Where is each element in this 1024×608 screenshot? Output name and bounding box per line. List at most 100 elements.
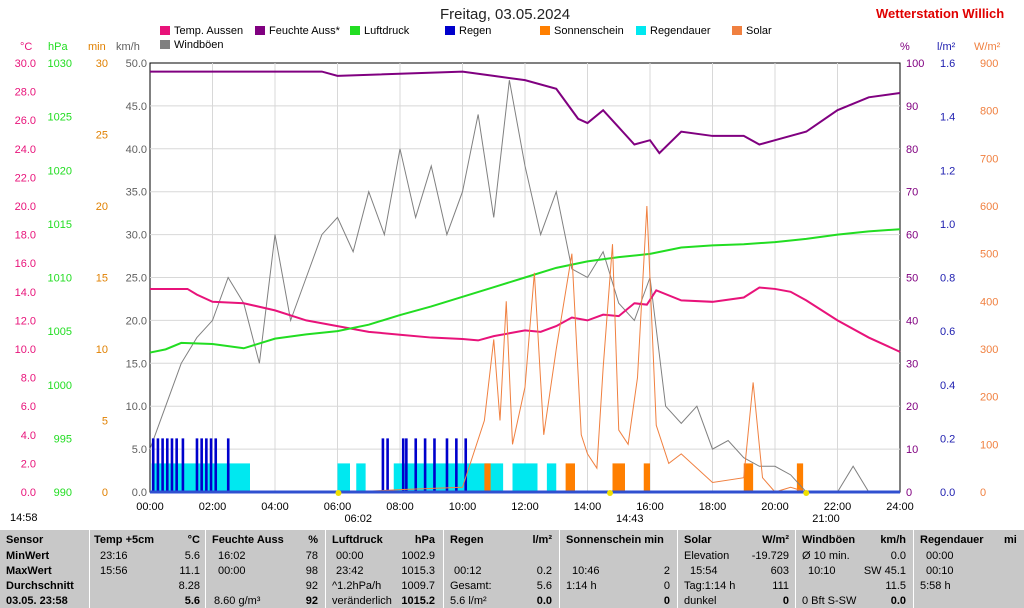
tick-wind: 50.0 [126, 58, 147, 70]
tick-wind: 5.0 [132, 444, 147, 456]
tick-rain: 0.4 [940, 380, 955, 392]
tick-wind: 45.0 [126, 101, 147, 113]
tick-hum: 80 [906, 144, 918, 156]
row-label-min: MinWert [6, 550, 50, 562]
legend-label: Solar [746, 25, 772, 37]
tick-temp: 28.0 [15, 87, 36, 99]
rain-max-time: 00:12 [454, 565, 482, 577]
unit-min: min [88, 41, 106, 53]
tick-hum: 10 [906, 444, 918, 456]
unit-wind: km/h [116, 41, 140, 53]
chart-title: Freitag, 03.05.2024 [440, 6, 571, 23]
unit-rain: l/m² [937, 41, 956, 53]
legend-label: Luftdruck [364, 25, 410, 37]
rain-bar [455, 438, 458, 492]
rain-bar [200, 438, 203, 492]
tick-hum: 100 [906, 58, 924, 70]
rain-bar [214, 438, 218, 492]
x-tick-label: 18:00 [699, 501, 727, 513]
tick-wind: 25.0 [126, 273, 147, 285]
rain-bar [433, 438, 436, 492]
solar-day-label: Tag:1:14 h [684, 580, 736, 592]
solar-elevation-label: Elevation [684, 550, 730, 562]
station-name[interactable]: Wetterstation Willich [876, 6, 1005, 21]
tick-solar: 400 [980, 296, 998, 308]
tick-hum: 60 [906, 230, 918, 242]
hum-max-value: 98 [305, 565, 318, 577]
series-gusts [149, 80, 900, 493]
rain-duration-bar [337, 463, 350, 492]
legend-label: Regendauer [650, 25, 711, 37]
tick-wind: 10.0 [126, 401, 147, 413]
rain-bar [175, 438, 178, 492]
rain-bar [151, 438, 155, 492]
row-label-avg: Durchschnitt [6, 580, 74, 592]
weather-chart: 30.0 28.0 26.0 24.0 22.0 20.0 18.0 16.0 14.0 12.0… [15, 25, 1001, 525]
tick-rain: 1.0 [940, 219, 955, 231]
x-tick-label: 14:00 [574, 501, 602, 513]
solar-elevation-value: -19.729 [751, 550, 789, 562]
col-temp-unit: °C [187, 534, 200, 546]
rain-bar [381, 438, 385, 492]
temp-max-time: 15:56 [100, 565, 128, 577]
legend-label: Windböen [174, 39, 224, 51]
tick-rain: 0.0 [940, 487, 955, 499]
x-tick-label: 04:00 [261, 501, 289, 513]
col-hum-header: Feuchte Auss [212, 534, 284, 546]
rain-bar [405, 438, 408, 492]
x-tick-label: 22:00 [824, 501, 852, 513]
row-label-current: 03.05. 23:58 [6, 595, 68, 607]
solar-max-time: 15:54 [690, 565, 718, 577]
sun-marker-icon [607, 490, 613, 496]
col-raindur-unit: mi [1004, 534, 1017, 546]
tick-solar: 700 [980, 153, 998, 165]
tick-wind: 0.0 [132, 487, 147, 499]
wind-beaufort: 0 Bft S-SW [802, 595, 857, 607]
sun-marker-label: 06:02 [344, 513, 372, 525]
sun-marker-label: 14:43 [616, 513, 644, 525]
rain-bar [170, 438, 174, 492]
wind-current-value: 0.0 [890, 595, 906, 607]
press-trend: ^1.2hPa/h [332, 580, 382, 592]
col-raindur-header: Regendauer [920, 534, 984, 546]
tick-rain: 1.6 [940, 58, 955, 70]
x-tick-label: 08:00 [386, 501, 414, 513]
sun-avg-value: 0 [663, 580, 670, 592]
rain-bar [386, 438, 389, 492]
tick-hum: 70 [906, 187, 918, 199]
wind-avg-value: 11.5 [885, 580, 906, 592]
tick-press: 1010 [48, 273, 72, 285]
tick-rain: 1.2 [940, 165, 955, 177]
rain-bar [209, 438, 213, 492]
rain-bar [401, 438, 405, 492]
tick-hum: 30 [906, 358, 918, 370]
col-sun-header: Sonnenschein min [566, 534, 664, 546]
x-tick-label: 10:00 [449, 501, 477, 513]
tick-hum: 50 [906, 273, 918, 285]
tick-temp: 14.0 [15, 287, 36, 299]
tick-temp: 8.0 [21, 373, 36, 385]
unit-solar: W/m² [974, 41, 1001, 53]
rain-bar [205, 438, 208, 492]
tick-wind: 35.0 [126, 187, 147, 199]
tick-min: 0 [102, 487, 108, 499]
tick-min: 30 [96, 58, 108, 70]
tick-min: 10 [96, 344, 108, 356]
hum-min-time: 16:02 [218, 550, 246, 562]
legend-swatch [732, 26, 742, 35]
legend-swatch [540, 26, 550, 35]
sun-max-value: 2 [663, 565, 670, 577]
temp-min-value: 5.6 [184, 550, 200, 562]
sunshine-bar [743, 463, 754, 492]
tick-press: 1000 [48, 380, 72, 392]
legend-label: Temp. Aussen [174, 25, 243, 37]
sunshine-bar [796, 463, 804, 492]
col-press-unit: hPa [414, 534, 435, 546]
sun-marker-label: 21:00 [812, 513, 840, 525]
wind-max-value: SW 45.1 [863, 565, 906, 577]
col-wind-unit: km/h [880, 534, 906, 546]
tick-solar: 900 [980, 58, 998, 70]
x-tick-label: 02:00 [199, 501, 227, 513]
tick-min: 5 [102, 416, 108, 428]
press-avg-value: 1009.7 [401, 580, 435, 592]
